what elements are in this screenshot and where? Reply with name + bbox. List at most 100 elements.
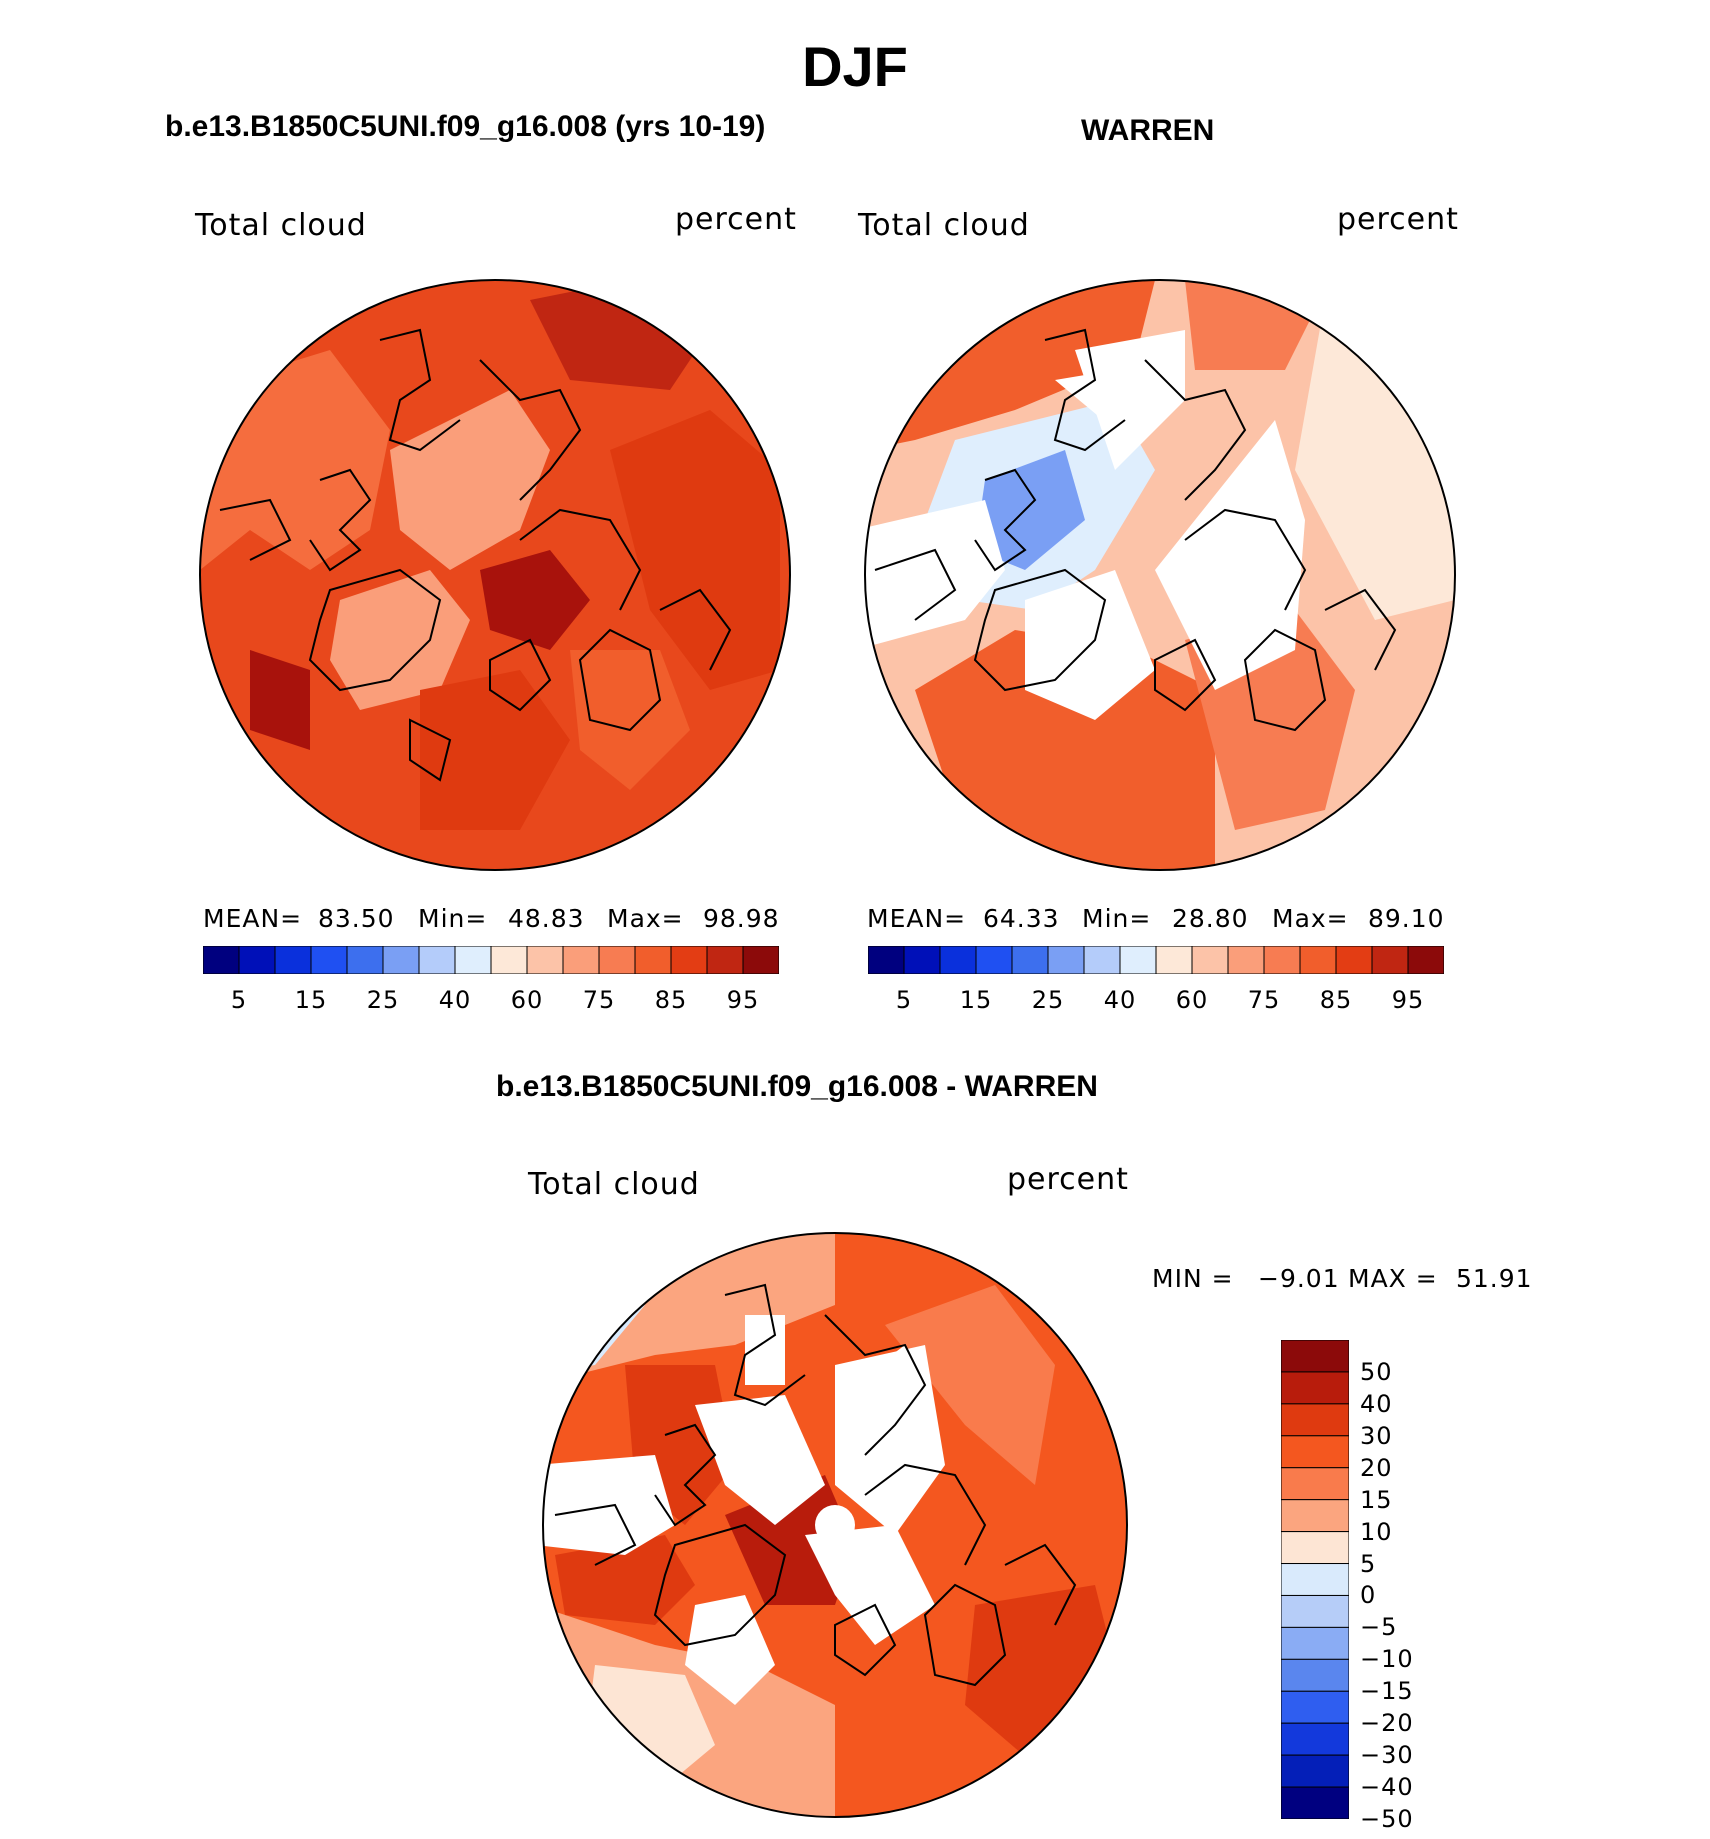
panel2-colorbar-box (1299, 946, 1337, 974)
diff-colorbar-box (1281, 1754, 1349, 1788)
diff-max-label: MAX = (1348, 1264, 1438, 1293)
diff-colorbar (1281, 1340, 1349, 1819)
diff-colorbar-box (1281, 1499, 1349, 1533)
diff-colorbar-ticks: 50 40 30 20 15 10 5 0 −5 −10 −15 −20 −30 −40 −50 (1360, 1340, 1480, 1833)
panel2-colorbar-box (975, 946, 1013, 974)
diff-min-value: −9.01 (1258, 1264, 1340, 1293)
diff-colorbar-tick-label: −5 (1360, 1613, 1398, 1642)
panel2-colorbar-tick-label: 85 (1319, 986, 1353, 1014)
panel1-colorbar-box (310, 946, 348, 974)
diff-colorbar-tick-label: −30 (1360, 1741, 1414, 1770)
panel2-colorbar-box (1263, 946, 1301, 974)
diff-colorbar-tick-label: 0 (1360, 1581, 1377, 1610)
panel1-colorbar-tick-label: 40 (438, 986, 472, 1014)
diff-max-value: 51.91 (1456, 1264, 1533, 1293)
diff-colorbar-box (1281, 1340, 1349, 1373)
panel2-colorbar (868, 946, 1444, 974)
panel1-mean-label: MEAN= (203, 904, 303, 933)
panel1-colorbar-box (346, 946, 384, 974)
panel1-mean-value: 83.50 (318, 904, 395, 933)
panel1-colorbar-tick-label: 25 (366, 986, 400, 1014)
panel1-colorbar-box (598, 946, 636, 974)
panel2-colorbar-box (1335, 946, 1373, 974)
panel1-max-value: 98.98 (703, 904, 780, 933)
diff-case-title: b.e13.B1850C5UNI.f09_g16.008 - WARREN (496, 1070, 1098, 1103)
panel1-colorbar-ticks: 5 15 25 40 60 75 85 95 (203, 986, 779, 1016)
panel1-colorbar-box (634, 946, 672, 974)
panel2-colorbar-tick-label: 75 (1247, 986, 1281, 1014)
panel1-colorbar-box (670, 946, 708, 974)
panel2-colorbar-box (1047, 946, 1085, 974)
diff-colorbar-tick-label: −40 (1360, 1773, 1414, 1802)
panel2-units-label: percent (1337, 202, 1459, 237)
panel1-colorbar-tick-label: 75 (582, 986, 616, 1014)
panel2-colorbar-box (939, 946, 977, 974)
diff-colorbar-tick-label: 50 (1360, 1357, 1393, 1386)
diff-colorbar-box (1281, 1690, 1349, 1724)
panel2-max-label: Max= (1272, 904, 1349, 933)
diff-colorbar-tick-label: 30 (1360, 1421, 1393, 1450)
figure-title: DJF (802, 35, 908, 98)
diff-min-label: MIN = (1152, 1264, 1234, 1293)
panel1-colorbar-box (203, 946, 240, 974)
panel1-colorbar-box (490, 946, 528, 974)
panel2-colorbar-tick-label: 25 (1031, 986, 1065, 1014)
panel2-colorbar-ticks: 5 15 25 40 60 75 85 95 (868, 986, 1444, 1016)
panel2-colorbar-tick-label: 60 (1175, 986, 1209, 1014)
panel2-colorbar-box (1227, 946, 1265, 974)
panel2-colorbar-tick-label: 5 (895, 986, 913, 1014)
panel1-polar-map (199, 279, 791, 871)
panel1-colorbar-box (382, 946, 420, 974)
diff-colorbar-tick-label: −10 (1360, 1645, 1414, 1674)
panel2-colorbar-box (1119, 946, 1157, 974)
diff-colorbar-tick-label: 5 (1360, 1549, 1377, 1578)
diff-colorbar-tick-label: 15 (1360, 1485, 1393, 1514)
panel1-colorbar-tick-label: 95 (726, 986, 760, 1014)
panel1-colorbar-box (418, 946, 456, 974)
panel2-max-value: 89.10 (1368, 904, 1445, 933)
diff-colorbar-tick-label: 10 (1360, 1517, 1393, 1546)
panel1-colorbar-tick-label: 85 (654, 986, 688, 1014)
panel1-max-label: Max= (607, 904, 684, 933)
panel2-variable-label: Total cloud (858, 208, 1030, 243)
panel2-colorbar-box (903, 946, 941, 974)
diff-colorbar-box (1281, 1786, 1349, 1819)
diff-colorbar-box (1281, 1403, 1349, 1437)
panel1-variable-label: Total cloud (195, 208, 367, 243)
panel2-colorbar-box (1155, 946, 1193, 974)
diff-colorbar-tick-label: −15 (1360, 1677, 1414, 1706)
diff-colorbar-box (1281, 1594, 1349, 1628)
panel2-colorbar-box (1371, 946, 1409, 974)
panel2-mean-value: 64.33 (983, 904, 1060, 933)
diff-colorbar-box (1281, 1626, 1349, 1660)
panel1-min-value: 48.83 (508, 904, 585, 933)
panel2-colorbar-tick-label: 40 (1103, 986, 1137, 1014)
panel1-colorbar-box (742, 946, 779, 974)
panel1-units-label: percent (675, 202, 797, 237)
panel1-min-label: Min= (418, 904, 488, 933)
panel1-colorbar-box (526, 946, 564, 974)
panel1-case-title: b.e13.B1850C5UNI.f09_g16.008 (yrs 10-19) (165, 110, 766, 143)
diff-units-label: percent (1007, 1162, 1129, 1197)
panel2-mean-label: MEAN= (867, 904, 967, 933)
panel1-colorbar-tick-label: 15 (294, 986, 328, 1014)
diff-variable-label: Total cloud (528, 1167, 700, 1202)
diff-colorbar-tick-label: 40 (1360, 1389, 1393, 1418)
diff-colorbar-tick-label: 20 (1360, 1453, 1393, 1482)
panel2-min-label: Min= (1082, 904, 1152, 933)
diff-colorbar-box (1281, 1531, 1349, 1565)
panel1-colorbar-box (238, 946, 276, 974)
panel2-min-value: 28.80 (1172, 904, 1249, 933)
panel1-colorbar-tick-label: 5 (230, 986, 248, 1014)
panel1-colorbar-box (562, 946, 600, 974)
diff-colorbar-box (1281, 1563, 1349, 1596)
diff-colorbar-box (1281, 1467, 1349, 1501)
diff-colorbar-box (1281, 1371, 1349, 1405)
panel2-colorbar-box (1011, 946, 1049, 974)
panel1-colorbar-box (274, 946, 312, 974)
panel2-colorbar-tick-label: 95 (1391, 986, 1425, 1014)
panel1-colorbar-tick-label: 60 (510, 986, 544, 1014)
panel2-polar-map (864, 279, 1456, 871)
panel1-colorbar (203, 946, 779, 974)
diff-colorbar-box (1281, 1722, 1349, 1756)
